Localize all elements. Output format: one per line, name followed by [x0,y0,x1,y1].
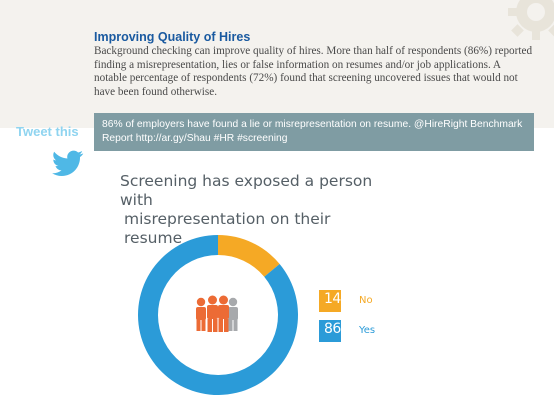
section-body-text: Background checking can improve quality … [94,45,533,98]
tweet-text-box[interactable]: 86% of employers have found a lie or mis… [94,113,534,151]
legend-label-yes: Yes [359,325,376,336]
donut-slice-no [218,235,280,277]
legend-swatch-no [319,290,341,312]
legend-label-no: No [359,295,373,306]
chart-title-line-2: misrepresentation on their resume [124,210,331,247]
chart-title-line-1: Screening has exposed a person with [120,172,373,209]
legend-swatch-yes [319,320,341,342]
legend-value-yes: 86% [324,321,354,337]
donut-chart [137,235,298,395]
gear-icon [508,0,554,40]
intro-panel: Improving Quality of Hires Background ch… [0,0,554,128]
tweet-this-link[interactable]: Tweet this [16,124,79,139]
tweet-text-line-1: 86% of employers have found a lie or mis… [102,119,523,130]
legend-value-no: 14% [324,291,354,307]
people-group-icon [196,295,238,332]
chart-title: Screening has exposed a person with misr… [120,172,380,248]
section-title: Improving Quality of Hires [94,30,251,44]
twitter-bird-icon [52,150,84,176]
tweet-text-line-2: Report http://ar.gy/Shau #HR #screening [102,133,288,144]
